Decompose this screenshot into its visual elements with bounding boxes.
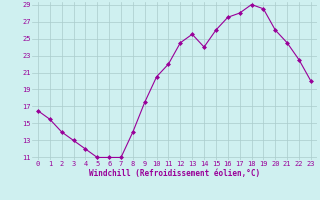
X-axis label: Windchill (Refroidissement éolien,°C): Windchill (Refroidissement éolien,°C) — [89, 169, 260, 178]
